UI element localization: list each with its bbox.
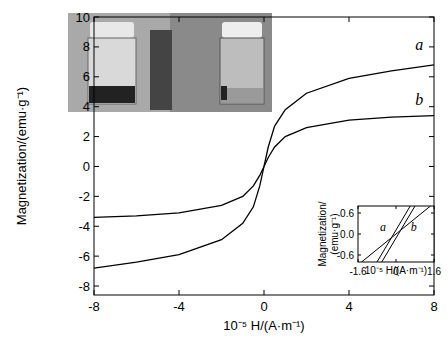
y-tick-label: 0.6 xyxy=(340,208,354,219)
x-tick xyxy=(396,259,397,262)
x-axis-label: 10⁻⁵ H/(A·m⁻¹) xyxy=(365,265,427,276)
y-tick-label: 8 xyxy=(83,39,90,54)
vial-cap xyxy=(90,22,134,38)
y-tick xyxy=(431,213,434,214)
y-tick xyxy=(94,136,99,137)
y-tick-label: 0.0 xyxy=(340,229,354,240)
y-tick xyxy=(94,106,99,107)
curve-label: a xyxy=(380,220,386,234)
y-tick xyxy=(431,255,434,256)
x-tick xyxy=(94,290,95,295)
x-tick xyxy=(179,17,180,22)
x-axis-label: 10⁻⁵ H/(A·m⁻¹) xyxy=(223,318,304,333)
y-tick xyxy=(358,213,361,214)
y-tick-label: -2 xyxy=(78,189,90,204)
x-tick-label: 8 xyxy=(430,299,437,314)
y-axis-label: Magnetization/(emu·g⁻¹) xyxy=(14,87,29,225)
y-tick-label: -8 xyxy=(78,279,90,294)
main-chart: -8 -4 0 4 8 -8 -6 -4 -2 0 2 4 6 8 10 10⁻⁵ H/(A·m⁻¹) Magn… xyxy=(14,10,438,333)
y-axis-label: (emu·g⁻¹) xyxy=(329,213,340,254)
x-tick-label: -4 xyxy=(173,299,185,314)
y-tick xyxy=(94,196,99,197)
y-tick xyxy=(94,46,99,47)
x-tick xyxy=(94,17,95,22)
photo-bg xyxy=(68,13,272,112)
y-tick-label: 2 xyxy=(83,129,90,144)
y-tick xyxy=(94,226,99,227)
x-tick xyxy=(358,259,359,262)
series-line xyxy=(94,116,434,218)
x-tick-label: 0 xyxy=(260,299,267,314)
y-tick-label: 4 xyxy=(83,99,90,114)
y-tick xyxy=(94,256,99,257)
y-tick xyxy=(429,17,434,18)
y-tick xyxy=(94,166,99,167)
vial-cap xyxy=(222,22,262,38)
x-tick xyxy=(349,17,350,22)
x-tick xyxy=(396,206,397,209)
y-axis-label: Magnetization/ xyxy=(317,201,328,266)
vial-sediment xyxy=(221,86,227,100)
curve-label: b xyxy=(411,220,417,234)
y-tick xyxy=(429,196,434,197)
y-tick-label: 6 xyxy=(83,69,90,84)
chart-root: -8 -4 0 4 8 -8 -6 -4 -2 0 2 4 6 8 10 10⁻⁵ H/(A·m⁻¹) Magn… xyxy=(0,0,448,341)
x-tick-label: 1.6 xyxy=(427,266,441,277)
x-tick xyxy=(434,290,435,295)
x-tick xyxy=(434,259,435,262)
y-tick xyxy=(94,76,99,77)
series-line xyxy=(94,65,434,268)
y-tick xyxy=(429,76,434,77)
series-group xyxy=(362,206,431,262)
series-line xyxy=(362,206,431,262)
x-tick xyxy=(358,206,359,209)
x-tick xyxy=(179,290,180,295)
x-tick xyxy=(349,290,350,295)
x-tick xyxy=(264,290,265,295)
series-group xyxy=(94,65,434,268)
vial-liquid xyxy=(89,86,135,103)
inset-chart: -1.601.6-0.60.00.610⁻⁵ H/(A·m⁻¹)Magnetiz… xyxy=(317,201,441,277)
vial-body xyxy=(220,38,264,104)
y-tick-label: -6 xyxy=(78,249,90,264)
plot-frame xyxy=(358,206,434,262)
vial-liquid xyxy=(221,88,263,103)
y-tick xyxy=(431,234,434,235)
y-tick xyxy=(429,46,434,47)
plot-frame xyxy=(94,17,434,295)
curve-label: b xyxy=(415,91,423,108)
curve-label: a xyxy=(415,36,423,53)
inset-bg xyxy=(358,206,434,262)
y-tick xyxy=(429,166,434,167)
y-tick xyxy=(429,286,434,287)
y-tick xyxy=(94,17,99,18)
x-tick xyxy=(434,17,435,22)
y-tick xyxy=(429,136,434,137)
y-tick xyxy=(429,106,434,107)
y-tick-label: 0 xyxy=(83,159,90,174)
magnet xyxy=(150,30,172,110)
y-tick xyxy=(358,255,361,256)
vial-body xyxy=(88,38,136,104)
x-tick-label: -8 xyxy=(88,299,100,314)
x-tick-label: 4 xyxy=(345,299,352,314)
y-tick xyxy=(94,286,99,287)
x-tick xyxy=(264,17,265,22)
y-tick xyxy=(358,234,361,235)
y-tick-label: 10 xyxy=(76,10,90,25)
x-tick xyxy=(434,206,435,209)
photo-inset xyxy=(68,13,272,112)
y-tick-label: -4 xyxy=(78,219,90,234)
